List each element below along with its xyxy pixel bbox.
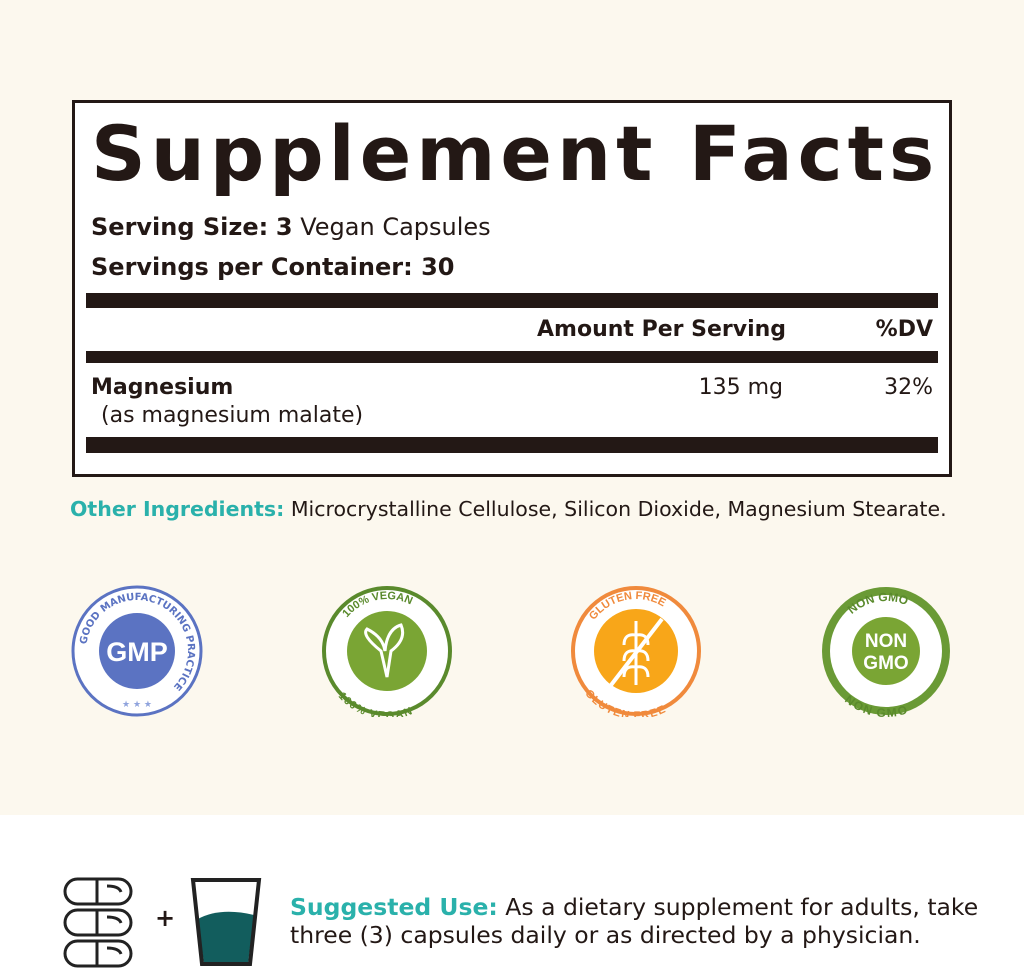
amount-header: Amount Per Serving (537, 317, 787, 342)
nutrient-source: (as magnesium malate) (101, 403, 364, 428)
nutrient-dv: 32% (884, 375, 933, 400)
supplement-facts-panel: Supplement Facts Serving Size: 3 Vegan C… (72, 100, 952, 477)
svg-text:GMO: GMO (863, 653, 908, 674)
suggested-use-line1: As a dietary supplement for adults, take (505, 893, 979, 921)
servings-label: Servings per Container: (91, 253, 413, 281)
capsules-icon (63, 877, 133, 968)
gluten-free-badge-icon: GLUTEN FREE GLUTEN FREE (571, 586, 701, 717)
panel-title: Supplement Facts (91, 109, 940, 198)
servings-per-container: Servings per Container: 30 (91, 253, 454, 281)
serving-size: Serving Size: 3 Vegan Capsules (91, 213, 491, 241)
suggested-use-label: Suggested Use: (290, 893, 498, 921)
plus-sign: + (155, 904, 176, 932)
other-ingredients-text: Microcrystalline Cellulose, Silicon Diox… (290, 497, 947, 521)
other-ingredients-label: Other Ingredients: (70, 497, 285, 521)
divider-medium (86, 351, 938, 363)
svg-text:★ ★ ★: ★ ★ ★ (122, 700, 152, 710)
non-gmo-badge-icon: NON GMO NON GMO NON GMO (822, 587, 950, 717)
vegan-badge-icon: 100% VEGAN 100% VEGAN (322, 586, 452, 717)
suggested-use: Suggested Use: As a dietary supplement f… (290, 893, 978, 949)
other-ingredients: Other Ingredients: Microcrystalline Cell… (70, 497, 947, 521)
nutrient-amount: 135 mg (698, 375, 783, 400)
divider-thick (86, 293, 938, 308)
serving-size-unit: Vegan Capsules (300, 213, 491, 241)
serving-size-label: Serving Size: (91, 213, 269, 241)
suggested-use-line2: three (3) capsules daily or as directed … (290, 921, 921, 949)
serving-size-qty: 3 (275, 213, 293, 241)
svg-text:NON: NON (865, 631, 907, 652)
nutrient-name: Magnesium (91, 375, 234, 400)
dv-header: %DV (875, 317, 933, 342)
servings-value: 30 (421, 253, 455, 281)
divider-bottom (86, 437, 938, 453)
gmp-badge-icon: GOOD MANUFACTURING PRACTICE GMP ★ ★ ★ (71, 585, 203, 717)
water-glass-icon (190, 878, 262, 966)
svg-text:GMP: GMP (106, 637, 168, 667)
